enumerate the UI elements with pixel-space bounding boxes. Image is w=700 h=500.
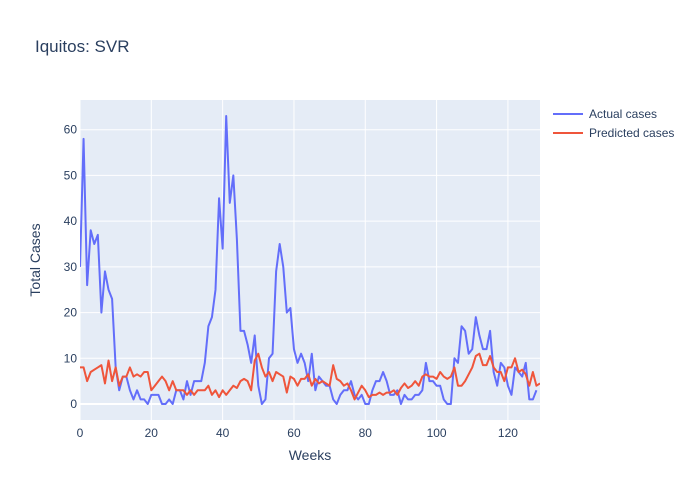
y-tick-label: 0: [70, 397, 77, 411]
x-tick-label: 120: [498, 426, 518, 440]
x-tick-label: 40: [216, 426, 230, 440]
y-tick-label: 60: [64, 123, 78, 137]
y-tick-label: 50: [64, 168, 78, 182]
y-axis-title: Total Cases: [27, 223, 43, 296]
y-tick-label: 10: [64, 351, 78, 365]
legend-item-actual-cases[interactable]: Actual cases: [553, 107, 657, 121]
x-tick-label: 60: [287, 426, 301, 440]
series-lines: [80, 115, 540, 405]
legend-label: Actual cases: [589, 107, 657, 121]
grid-lines: [79, 100, 540, 420]
series-line-actual-cases: [80, 115, 538, 405]
x-axis-title: Weeks: [289, 447, 332, 463]
x-tick-label: 80: [359, 426, 373, 440]
chart-title: Iquitos: SVR: [35, 37, 130, 56]
legend-label: Predicted cases: [589, 126, 674, 140]
x-tick-label: 0: [77, 426, 84, 440]
x-tick-label: 20: [145, 426, 159, 440]
y-tick-label: 40: [64, 214, 78, 228]
legend-item-predicted-cases[interactable]: Predicted cases: [553, 126, 674, 140]
y-tick-label: 30: [64, 260, 78, 274]
legend: Actual cases Predicted cases: [553, 107, 674, 140]
series-line-predicted-cases: [80, 352, 540, 401]
x-tick-label: 100: [427, 426, 447, 440]
y-tick-label: 20: [64, 306, 78, 320]
tick-labels: 0 20 40 60 80 100 120 0 10 20 30 40 50 60: [64, 123, 519, 440]
